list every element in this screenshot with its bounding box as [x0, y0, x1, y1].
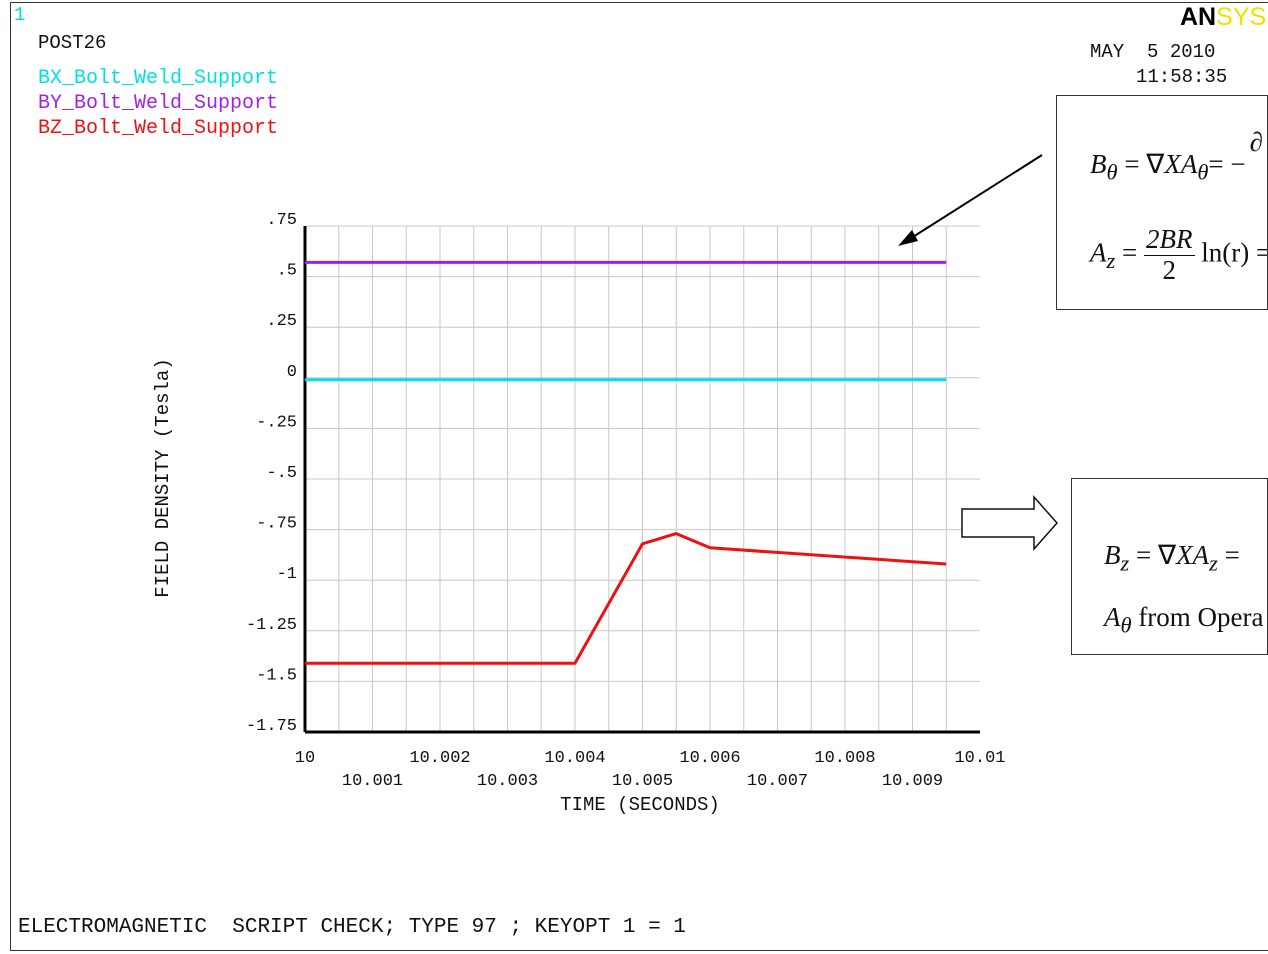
- legend-by: BY_Bolt_Weld_Support: [38, 92, 279, 115]
- block-arrow: [961, 495, 1059, 551]
- y-tick-label: -1.75: [246, 717, 297, 736]
- window-number: 1: [14, 4, 26, 26]
- equation-a-z: Az = 2BR 2 ln(r) =: [1090, 224, 1268, 285]
- equation-b-z: Bz = ∇XAz =: [1104, 540, 1240, 576]
- series-line-3: [305, 532, 947, 665]
- plot-time: 11:58:35: [1136, 66, 1228, 88]
- y-tick-label: -.5: [266, 464, 297, 483]
- x-tick-label: 10.006: [679, 749, 740, 768]
- module-label: POST26: [38, 32, 107, 54]
- x-tick-label: 10.003: [477, 772, 538, 791]
- x-tick-label: 10.001: [342, 772, 403, 791]
- chart-ticks: .75 .5 .25 0 -.25 -.5 -.75 -1 -1.25 -1.5 -1.75 10 10…: [246, 211, 1006, 791]
- y-tick-label: -.75: [256, 515, 297, 534]
- x-tick-label: 10.002: [409, 749, 470, 768]
- y-axis-label: FIELD DENSITY (Tesla): [152, 358, 174, 597]
- footer-title: ELECTROMAGNETIC SCRIPT CHECK; TYPE 97 ; …: [18, 916, 686, 939]
- equation-box-bottom: Bz = ∇XAz = Aθ from Opera: [1071, 478, 1268, 655]
- graphics-frame: [10, 2, 1268, 951]
- y-tick-label: -1: [277, 565, 297, 584]
- equation-a-theta-source: Aθ from Opera: [1104, 602, 1264, 638]
- x-tick-label: 10.01: [954, 749, 1005, 768]
- x-tick-label: 10.004: [544, 749, 605, 768]
- x-axis-label: TIME (SECONDS): [560, 794, 720, 816]
- x-tick-label: 10.009: [882, 772, 943, 791]
- annotation-arrow: [904, 154, 1043, 243]
- chart-series: [305, 260, 947, 665]
- y-tick-label: -.25: [256, 413, 297, 432]
- x-tick-label: 10.008: [814, 749, 875, 768]
- equation-box-top: Bθ = ∇XAθ= −∂ Az = 2BR 2 ln(r) =: [1056, 95, 1268, 310]
- arrow-head: [898, 230, 918, 246]
- x-tick-label: 10: [295, 749, 315, 768]
- y-tick-label: .5: [277, 262, 297, 281]
- legend-bx: BX_Bolt_Weld_Support: [38, 67, 279, 90]
- y-tick-label: .75: [266, 211, 297, 230]
- ansys-logo: ANSYS: [1180, 3, 1267, 31]
- chart-grid: [305, 225, 980, 732]
- y-tick-label: 0: [287, 363, 297, 382]
- x-tick-label: 10.005: [612, 772, 673, 791]
- y-tick-label: .25: [266, 312, 297, 331]
- partial-symbol-clipped: ∂: [1249, 127, 1263, 157]
- x-tick-label: 10.007: [747, 772, 808, 791]
- equation-b-theta: Bθ = ∇XAθ= −∂: [1090, 127, 1263, 185]
- legend-bz: BZ_Bolt_Weld_Support: [38, 117, 279, 140]
- chart-axes: [303, 226, 980, 734]
- plot-date: MAY 5 2010: [1090, 41, 1216, 63]
- y-tick-label: -1.25: [246, 616, 297, 635]
- y-tick-label: -1.5: [256, 666, 297, 685]
